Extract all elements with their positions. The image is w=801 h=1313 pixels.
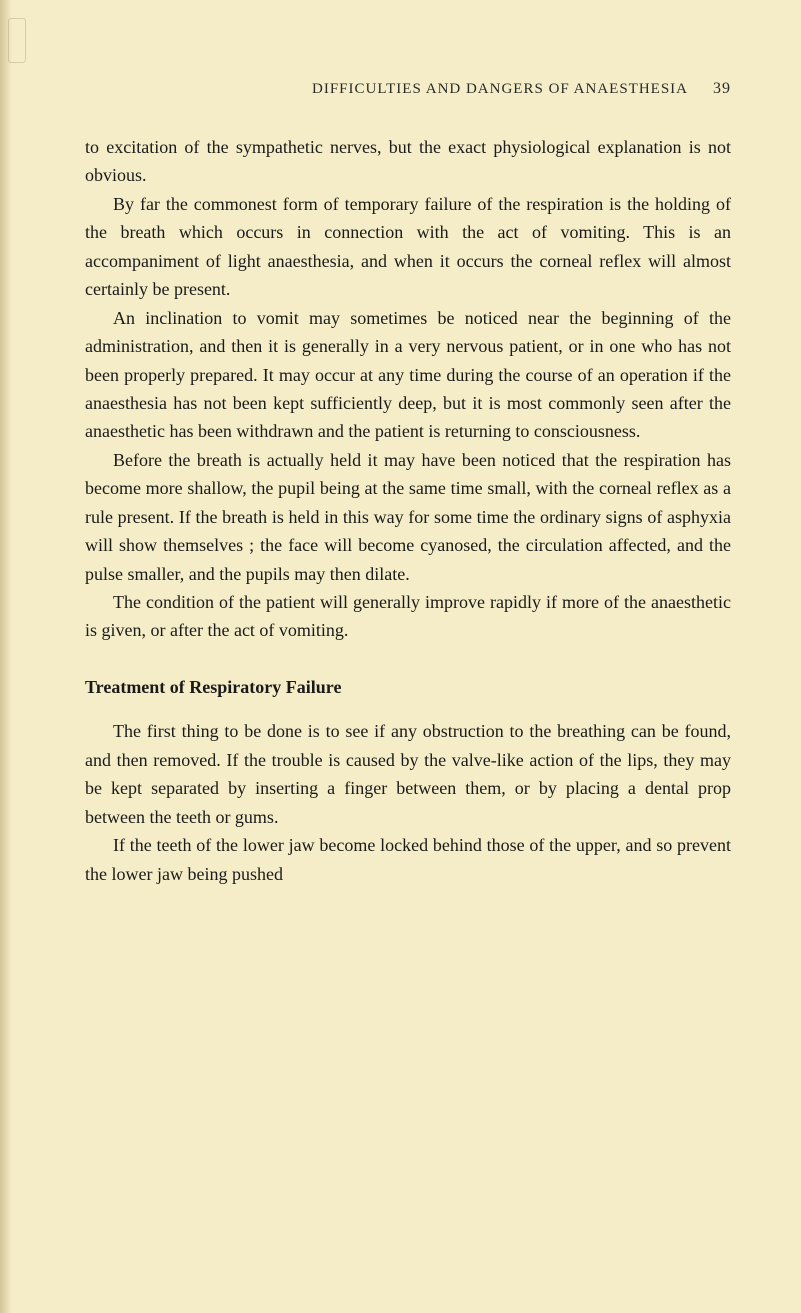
section-paragraph-1: The first thing to be done is to see if … — [85, 717, 731, 831]
page-corner-mark — [8, 18, 26, 63]
paragraph-3: An inclination to vomit may sometimes be… — [85, 304, 731, 446]
running-header-title: DIFFICULTIES AND DANGERS OF ANAESTHESIA — [312, 81, 688, 98]
paragraph-1: to excitation of the sympathetic nerves,… — [85, 133, 731, 190]
paragraph-5: The condition of the patient will genera… — [85, 588, 731, 645]
section-paragraph-2: If the teeth of the lower jaw become loc… — [85, 831, 731, 888]
page-left-edge — [0, 0, 12, 1313]
page-header: DIFFICULTIES AND DANGERS OF ANAESTHESIA … — [85, 80, 731, 98]
section-heading: Treatment of Respiratory Failure — [85, 673, 731, 701]
paragraph-2: By far the commonest form of temporary f… — [85, 190, 731, 304]
page-number: 39 — [713, 80, 731, 98]
paragraph-4: Before the breath is actually held it ma… — [85, 446, 731, 588]
page-body: to excitation of the sympathetic nerves,… — [85, 133, 731, 888]
